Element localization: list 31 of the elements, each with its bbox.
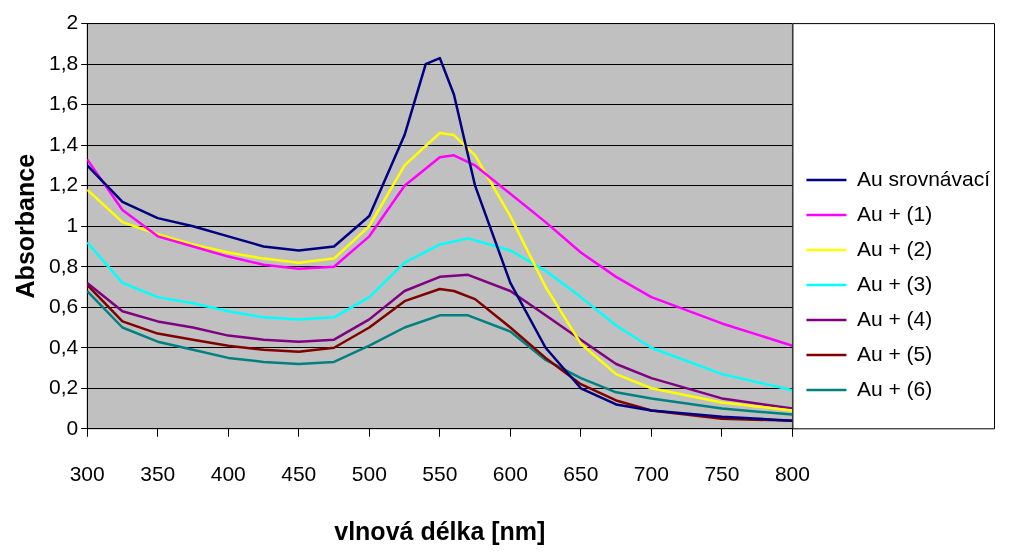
x-tick-label: 350: [140, 462, 176, 486]
legend-label: Au + (4): [856, 306, 933, 330]
y-tick-label: 0,8: [48, 253, 79, 277]
legend-label: Au + (1): [856, 201, 933, 225]
legend-label: Au srovnávací: [856, 166, 991, 190]
y-tick-label: 0,6: [48, 294, 79, 318]
legend-label: Au + (5): [856, 341, 933, 365]
x-tick-label: 650: [563, 462, 599, 486]
y-axis-title: Absorbance: [10, 153, 39, 299]
y-tick-label: 0,4: [48, 334, 79, 358]
y-tick-label: 1,2: [48, 172, 79, 196]
y-tick-label: 1,4: [48, 131, 79, 155]
x-tick-label: 300: [69, 462, 105, 486]
x-axis-title: vlnová délka [nm]: [334, 516, 546, 545]
x-tick-label: 700: [633, 462, 669, 486]
x-tick-label: 400: [210, 462, 246, 486]
x-tick-label: 450: [281, 462, 317, 486]
legend-label: Au + (6): [856, 376, 933, 400]
y-tick-label: 1: [66, 213, 79, 236]
x-tick-label: 600: [492, 462, 528, 486]
x-tick-label: 800: [774, 462, 810, 486]
y-tick-label: 1,8: [48, 50, 79, 74]
legend-label: Au + (3): [856, 271, 933, 295]
y-tick-label: 0: [66, 415, 79, 439]
legend-label: Au + (2): [856, 236, 933, 260]
x-tick-label: 550: [422, 462, 458, 486]
y-tick-label: 0,2: [48, 375, 79, 399]
x-tick-label: 750: [704, 462, 740, 486]
y-tick-label: 1,6: [48, 91, 79, 115]
x-tick-label: 500: [351, 462, 387, 486]
y-tick-label: 2: [66, 10, 79, 34]
